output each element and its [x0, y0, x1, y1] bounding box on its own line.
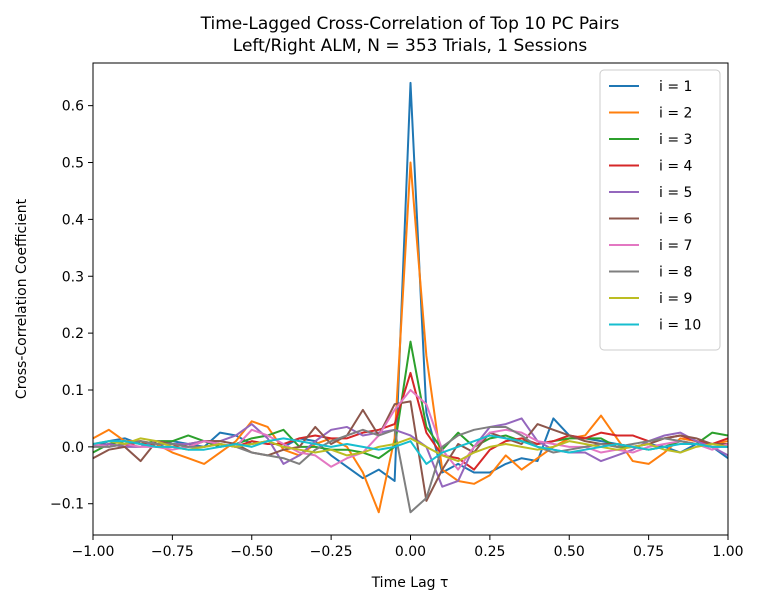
- x-tick-label: 0.75: [633, 544, 664, 560]
- series-line-7: [93, 388, 728, 471]
- x-tick-label: 0.00: [395, 544, 426, 560]
- chart-subtitle: Left/Right ALM, N = 353 Trials, 1 Sessio…: [233, 36, 588, 56]
- y-tick-label: 0.4: [62, 212, 84, 228]
- x-axis-label: Time Lag τ: [371, 575, 449, 591]
- y-tick-label: 0.2: [62, 326, 84, 342]
- series-line-10: [93, 434, 728, 465]
- legend-label-5: i = 5: [659, 185, 692, 201]
- x-tick-label: −0.75: [151, 544, 194, 560]
- legend-label-9: i = 9: [659, 291, 692, 307]
- y-tick-label: 0.5: [62, 156, 84, 172]
- y-axis-ticks: −0.1 0.0 0.1 0.2 0.3 0.4 0.5 0.6: [50, 99, 93, 513]
- legend-label-2: i = 2: [659, 106, 692, 122]
- y-axis-label: Cross-Correlation Coefficient: [14, 198, 30, 399]
- legend-label-1: i = 1: [659, 79, 692, 95]
- legend-label-8: i = 8: [659, 265, 692, 281]
- y-tick-label: −0.1: [50, 497, 84, 513]
- legend-label-6: i = 6: [659, 212, 693, 228]
- legend: i = 1 i = 2 i = 3 i = 4 i = 5 i = 6 i = 7 i = 8…: [599, 69, 721, 351]
- series-layer: [93, 81, 728, 514]
- series-line-9: [93, 437, 728, 463]
- y-tick-label: 0.3: [62, 269, 84, 285]
- legend-label-7: i = 7: [659, 238, 692, 254]
- y-tick-label: 0.6: [62, 99, 84, 115]
- y-tick-label: 0.0: [62, 440, 84, 456]
- x-tick-label: 1.00: [712, 544, 743, 560]
- x-axis-ticks: −1.00 −0.75 −0.50 −0.25 0.00 0.25 0.50 0.75 1.00: [72, 535, 744, 560]
- legend-label-4: i = 4: [659, 159, 693, 175]
- legend-label-10: i = 10: [659, 318, 701, 334]
- x-tick-label: 0.25: [474, 544, 505, 560]
- x-tick-label: −1.00: [72, 544, 115, 560]
- y-tick-label: 0.1: [62, 383, 84, 399]
- legend-label-3: i = 3: [659, 132, 692, 148]
- x-tick-label: 0.50: [554, 544, 585, 560]
- x-tick-label: −0.50: [230, 544, 273, 560]
- x-tick-label: −0.25: [310, 544, 353, 560]
- chart-title: Time-Lagged Cross-Correlation of Top 10 …: [200, 14, 620, 34]
